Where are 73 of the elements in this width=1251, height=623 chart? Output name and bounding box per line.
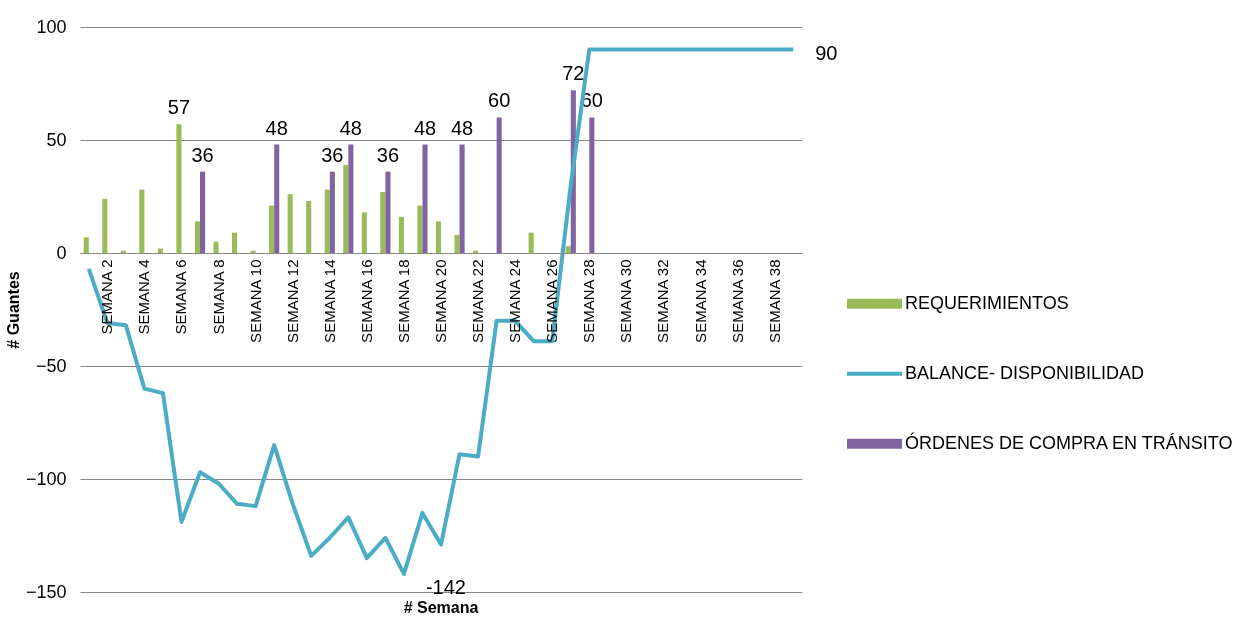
y-tick-label: 0: [56, 242, 67, 263]
x-tick-label: SEMANA 18: [394, 259, 412, 343]
data-label: 48: [265, 116, 288, 139]
bar: [422, 144, 428, 253]
y-tick-label: 100: [36, 16, 67, 37]
y-tick-label: −100: [25, 468, 67, 489]
x-tick-label: SEMANA 32: [654, 259, 672, 343]
y-tick-label: −150: [25, 581, 67, 602]
bar: [361, 212, 367, 253]
bar: [589, 117, 595, 253]
bar: [269, 205, 275, 253]
data-label: 72: [562, 62, 585, 85]
y-tick-label: −50: [35, 355, 67, 376]
bar: [83, 237, 89, 253]
legend-label: REQUERIMIENTOS: [905, 292, 1069, 313]
bar: [343, 164, 349, 253]
bar: [435, 221, 441, 253]
x-tick-label: SEMANA 4: [135, 259, 153, 335]
x-tick-label: SEMANA 34: [691, 259, 709, 343]
data-label: 90: [815, 41, 838, 64]
x-tick-label: SEMANA 28: [580, 259, 598, 343]
legend-label: BALANCE- DISPONIBILIDAD: [905, 362, 1145, 383]
x-tick-label: SEMANA 2: [98, 259, 116, 335]
x-tick-label: SEMANA 10: [246, 259, 264, 343]
x-tick-label: SEMANA 36: [728, 259, 746, 343]
bar: [213, 241, 219, 253]
legend-label: ÓRDENES DE COMPRA EN TRÁNSITO: [905, 431, 1233, 453]
bar: [348, 144, 354, 253]
bar: [232, 232, 238, 253]
y-tick-label: 50: [46, 129, 67, 150]
bar: [454, 234, 460, 253]
x-tick-label: SEMANA 38: [765, 259, 783, 343]
x-axis-title: # Semana: [403, 599, 479, 616]
data-label: 36: [321, 143, 344, 166]
bar: [528, 232, 534, 253]
x-tick-label: SEMANA 26: [543, 259, 561, 343]
bar: [459, 144, 465, 253]
bar: [139, 189, 145, 253]
line-series: [86, 47, 796, 576]
x-tick-label: SEMANA 24: [506, 259, 524, 343]
bar: [324, 189, 330, 253]
x-tick-label: SEMANA 14: [320, 259, 338, 343]
x-tick-label: SEMANA 6: [172, 259, 190, 335]
x-tick-label: SEMANA 8: [209, 259, 227, 335]
bar: [274, 144, 280, 253]
bar: [329, 171, 335, 253]
data-label: 36: [191, 143, 214, 166]
data-label: -142: [425, 575, 466, 598]
bar: [287, 194, 293, 253]
bar: [194, 221, 201, 253]
data-label: 57: [167, 96, 191, 119]
x-tick-label: SEMANA 20: [432, 259, 449, 343]
bar: [385, 171, 391, 253]
x-tick-label: SEMANA 30: [617, 259, 635, 343]
bar: [102, 198, 108, 253]
x-tick-label: SEMANA 22: [469, 259, 487, 343]
x-tick-label: SEMANA 12: [283, 259, 301, 343]
x-tick-label: SEMANA 16: [357, 259, 375, 343]
bar: [496, 117, 502, 253]
data-label: 48: [450, 116, 474, 139]
bar: [565, 246, 571, 253]
y-axis-title: # Guantes: [4, 271, 22, 349]
data-label: 60: [488, 89, 511, 112]
bar: [200, 171, 206, 253]
bar: [157, 248, 163, 253]
bar: [380, 191, 386, 253]
bar: [417, 205, 423, 253]
data-label: 48: [339, 116, 362, 139]
bar: [398, 216, 404, 253]
data-label: 36: [376, 143, 400, 166]
bar: [306, 201, 312, 253]
bar: [176, 124, 182, 253]
data-label: 48: [413, 116, 437, 139]
